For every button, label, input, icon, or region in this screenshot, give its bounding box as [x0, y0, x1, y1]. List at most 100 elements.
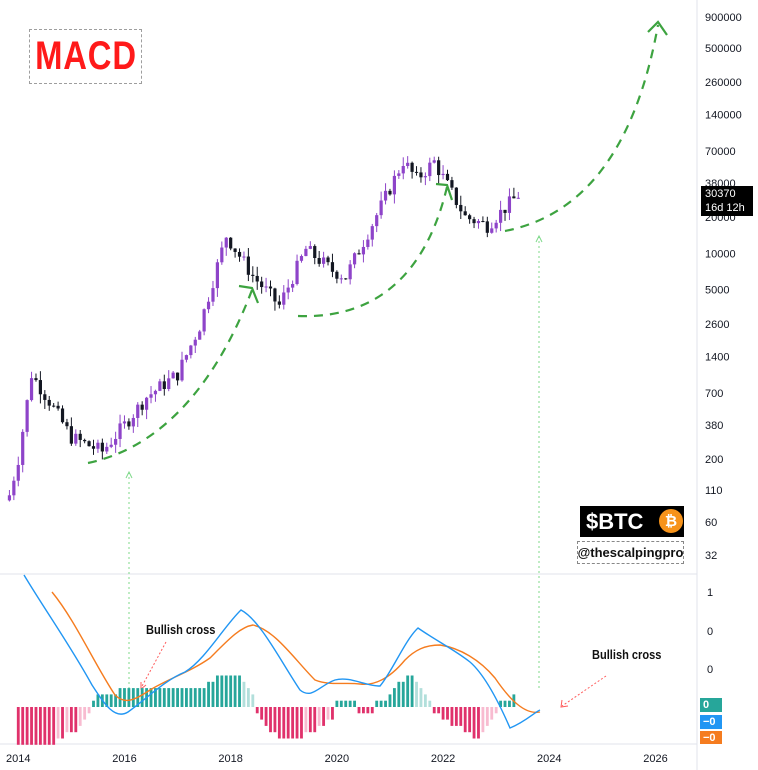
histogram-bar [38, 707, 42, 745]
candle-body [87, 441, 91, 447]
histogram-bar [384, 700, 387, 707]
candle-body [406, 162, 410, 167]
chart-title: MACD [34, 34, 137, 78]
macd-value-badge: −0 [700, 715, 722, 729]
candle-body [291, 283, 295, 288]
histogram-bar [255, 707, 259, 714]
candle-body [264, 286, 268, 288]
candle-body [357, 253, 361, 255]
candle-body [229, 237, 233, 249]
histogram-bar [406, 675, 410, 707]
author-handle: @thescalpingpro [577, 541, 684, 564]
year-tick-label: 2018 [218, 753, 242, 765]
price-tick-label: 500000 [705, 43, 742, 55]
histogram-bar [246, 688, 250, 707]
price-candles [7, 156, 520, 502]
price-tick-label: 70000 [705, 146, 736, 158]
histogram-bar [220, 675, 224, 707]
histogram-bar [468, 707, 472, 733]
histogram-bar [326, 707, 330, 720]
candle-body [304, 248, 308, 257]
histogram-bar [114, 694, 118, 707]
candle-body [344, 278, 348, 280]
candle-body [339, 278, 343, 280]
candle-body [114, 438, 118, 445]
signal-value-badge: −0 [700, 731, 722, 744]
candle-body [286, 287, 290, 293]
candle-body [476, 221, 481, 224]
histogram-bar [251, 694, 255, 707]
histogram-bar [92, 700, 95, 707]
histogram-bar [269, 707, 272, 733]
histogram-bar [419, 688, 423, 707]
candle-body [220, 247, 224, 263]
histogram-bar [149, 688, 153, 707]
histogram-bar [286, 707, 290, 739]
candle-body [313, 246, 317, 259]
histogram-bar [65, 707, 69, 733]
candle-body [419, 172, 423, 178]
histogram-bar [171, 688, 175, 707]
candle-body [512, 196, 516, 199]
macd-lines [23, 574, 541, 729]
candle-body [414, 171, 419, 173]
candle-body [388, 190, 392, 195]
candle-body [153, 390, 158, 395]
histogram-bar [410, 675, 414, 707]
candle-body [277, 301, 281, 305]
time-axis: 2014 2016 2018 2020 2022 2024 2026 [6, 753, 668, 765]
histogram-bar [313, 707, 317, 733]
histogram-bar [353, 700, 356, 707]
candle-body [140, 404, 144, 410]
year-tick-label: 2026 [643, 753, 667, 765]
histogram-bar [508, 700, 511, 707]
projection-arrowhead [238, 284, 260, 304]
candle-body [322, 257, 326, 264]
histogram-bar [87, 707, 91, 714]
candle-body [158, 381, 162, 391]
histogram-bar [331, 707, 334, 720]
candle-body [105, 446, 109, 452]
histogram-bar [202, 688, 206, 707]
macd-tick-label: 1 [707, 587, 713, 599]
price-tick-label: 2600 [705, 319, 729, 331]
year-tick-label: 2022 [431, 753, 455, 765]
histogram-bar [105, 694, 109, 707]
histogram-bar [388, 694, 392, 707]
histogram-bar [317, 707, 321, 726]
histogram-bar [238, 675, 241, 707]
macd-tick-label: 0 [707, 626, 713, 638]
projection-curve [87, 289, 254, 465]
ticker-label: $BTC [586, 508, 644, 534]
histogram-bar [69, 707, 73, 733]
histogram-bar [109, 694, 113, 707]
histogram-bar [229, 675, 233, 707]
histogram-bar [459, 707, 463, 726]
macd-histogram [16, 675, 516, 745]
histogram-bar [185, 688, 188, 707]
price-tick-label: 260000 [705, 77, 742, 89]
candle-body [7, 495, 12, 501]
histogram-bar [16, 707, 20, 745]
candle-body [149, 394, 153, 398]
histogram-bar [127, 688, 131, 707]
year-tick-label: 2020 [325, 753, 349, 765]
annotation-bullish-cross-1: Bullish cross [146, 622, 216, 637]
annotation-bullish-cross-2: Bullish cross [592, 647, 662, 662]
price-tick-label: 1400 [705, 352, 729, 364]
candle-body [233, 248, 237, 252]
candle-body [56, 405, 60, 409]
price-tick-label: 700 [705, 388, 723, 400]
histogram-bar [154, 688, 157, 707]
histogram-bar [198, 688, 202, 707]
candle-body [352, 253, 357, 265]
candle-body [441, 173, 445, 176]
candle-body [383, 190, 388, 201]
candle-body [379, 200, 383, 216]
annotation-arrow [561, 675, 607, 707]
annotation-arrowhead [140, 682, 147, 691]
candle-body [118, 423, 122, 439]
histogram-bar [30, 707, 33, 745]
candle-body [202, 309, 206, 332]
